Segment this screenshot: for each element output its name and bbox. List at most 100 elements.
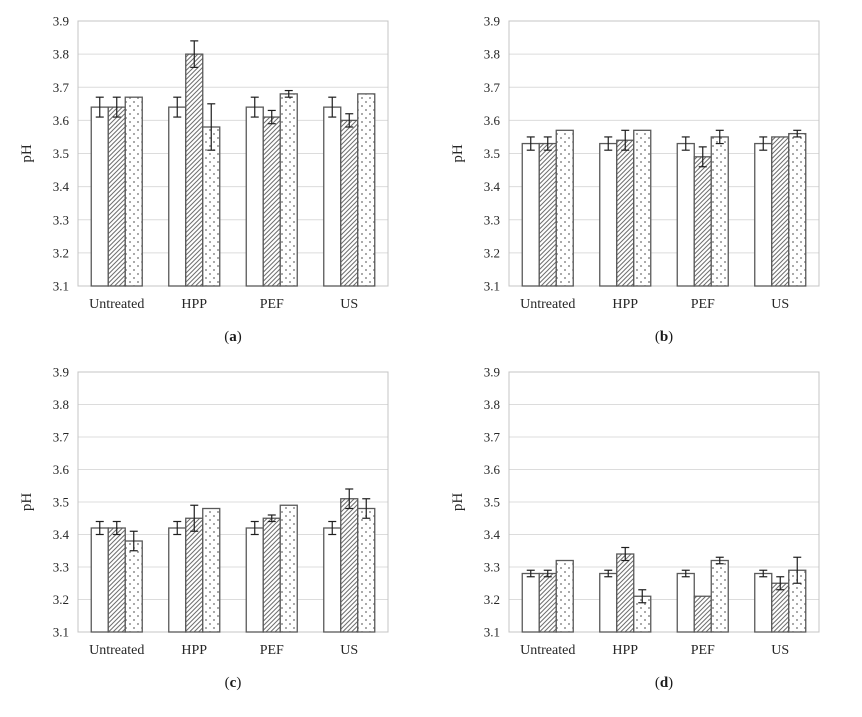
y-axis-title: pH: [450, 144, 466, 163]
bar-diagonal-hatch: [185, 517, 204, 633]
bar-plain: [754, 142, 773, 287]
y-tick-label: 3.9: [484, 365, 500, 380]
y-tick-label: 3.8: [53, 47, 69, 62]
y-tick-label: 3.6: [484, 462, 501, 477]
y-tick-label: 3.6: [484, 113, 501, 128]
error-bar: [267, 109, 276, 125]
error-bar: [112, 96, 121, 118]
x-category-label: US: [340, 297, 358, 312]
bar-diagonal-hatch: [538, 572, 557, 633]
error-bar: [129, 530, 138, 552]
error-bar: [250, 520, 259, 536]
y-tick-label: 3.2: [484, 592, 500, 607]
bar-dots: [279, 93, 298, 287]
y-tick-label: 3.9: [484, 14, 500, 29]
bar-diagonal-hatch: [616, 553, 635, 633]
y-tick-label: 3.8: [484, 47, 500, 62]
bar-dots: [279, 504, 298, 633]
bar-dots: [555, 559, 574, 633]
caption-open-paren: (: [654, 675, 660, 691]
y-tick-label: 3.2: [53, 245, 69, 260]
x-category-label: PEF: [691, 297, 715, 312]
caption-close-paren: ): [236, 675, 242, 691]
bar-diagonal-hatch: [107, 527, 126, 633]
y-tick-label: 3.7: [53, 80, 70, 95]
bar-plain: [676, 572, 695, 633]
y-tick-label: 3.3: [484, 560, 500, 575]
caption-letter: c: [229, 675, 237, 691]
error-bar: [95, 96, 104, 118]
error-bar: [715, 129, 724, 145]
error-bar: [328, 96, 337, 118]
y-axis-title: pH: [450, 493, 466, 512]
x-category-label: US: [340, 643, 358, 658]
bar-plain: [599, 572, 618, 633]
y-tick-label: 3.8: [484, 397, 500, 412]
error-bar: [328, 520, 337, 536]
error-bar: [526, 136, 535, 151]
y-tick-label: 3.3: [53, 560, 69, 575]
error-bar: [95, 520, 104, 536]
bar-dots: [202, 507, 221, 633]
error-bar: [638, 589, 647, 604]
x-category-label: Untreated: [89, 643, 144, 658]
chart-canvas-b: 3.1 3.2 3.3 3.4 3.5 3.6 3.7 3.8 3.9 pH Untreated HP…: [450, 14, 820, 312]
error-bar: [284, 89, 293, 98]
bar-diagonal-hatch: [107, 106, 126, 287]
y-tick-label: 3.2: [53, 592, 69, 607]
error-bar: [715, 556, 724, 565]
bar-dots: [357, 507, 376, 633]
bar-diagonal-hatch: [340, 119, 359, 287]
y-tick-label: 3.6: [53, 113, 70, 128]
bar-dots: [788, 132, 807, 287]
bar-diagonal-hatch: [693, 595, 712, 633]
bar-diagonal-hatch: [262, 116, 281, 287]
bar-plain: [245, 106, 264, 287]
bar-diagonal-hatch: [771, 582, 790, 633]
x-category-label: Untreated: [520, 643, 575, 658]
bar-plain: [754, 572, 773, 633]
x-category-label: PEF: [260, 643, 284, 658]
caption-letter: b: [659, 329, 669, 345]
y-tick-label: 3.7: [484, 430, 501, 445]
x-category-label: HPP: [181, 297, 207, 312]
plot-frame: [77, 20, 389, 287]
bar-plain: [168, 527, 187, 633]
error-bar: [604, 569, 613, 578]
chart-caption-b: (b): [509, 329, 819, 346]
error-bar: [250, 96, 259, 118]
bar-dots: [124, 540, 143, 633]
chart-caption-d: (d): [509, 675, 819, 692]
y-tick-label: 3.6: [53, 462, 70, 477]
plot-frame: [508, 371, 820, 633]
error-bar: [621, 546, 630, 562]
x-category-label: US: [771, 297, 789, 312]
error-bar: [526, 569, 535, 578]
bar-diagonal-hatch: [693, 156, 712, 287]
chart-canvas-d: 3.1 3.2 3.3 3.4 3.5 3.6 3.7 3.8 3.9 pH Untreated HP…: [450, 365, 820, 658]
error-bar: [759, 569, 768, 578]
error-bar: [207, 103, 216, 151]
y-tick-label: 3.4: [53, 527, 70, 542]
x-category-label: Untreated: [89, 297, 144, 312]
chart-caption-c: (c): [78, 675, 388, 692]
plot-frame: [508, 20, 820, 287]
error-bar: [681, 136, 690, 151]
y-tick-label: 3.3: [484, 212, 500, 227]
x-category-label: HPP: [612, 297, 638, 312]
bar-plain: [599, 142, 618, 287]
chart-panel-b: 3.1 3.2 3.3 3.4 3.5 3.6 3.7 3.8 3.9 pH Untreated HP…: [431, 0, 862, 358]
error-bar: [190, 40, 199, 68]
y-tick-label: 3.2: [484, 245, 500, 260]
chart-canvas-a: 3.1 3.2 3.3 3.4 3.5 3.6 3.7 3.8 3.9 pH Untreated HP…: [19, 14, 389, 312]
bar-plain: [521, 572, 540, 633]
y-tick-label: 3.4: [53, 179, 70, 194]
y-tick-label: 3.5: [53, 146, 69, 161]
bar-diagonal-hatch: [771, 136, 790, 287]
x-category-label: PEF: [260, 297, 284, 312]
caption-letter: d: [659, 675, 669, 691]
bar-plain: [90, 527, 109, 633]
x-category-label: HPP: [612, 643, 638, 658]
error-bar: [681, 569, 690, 578]
